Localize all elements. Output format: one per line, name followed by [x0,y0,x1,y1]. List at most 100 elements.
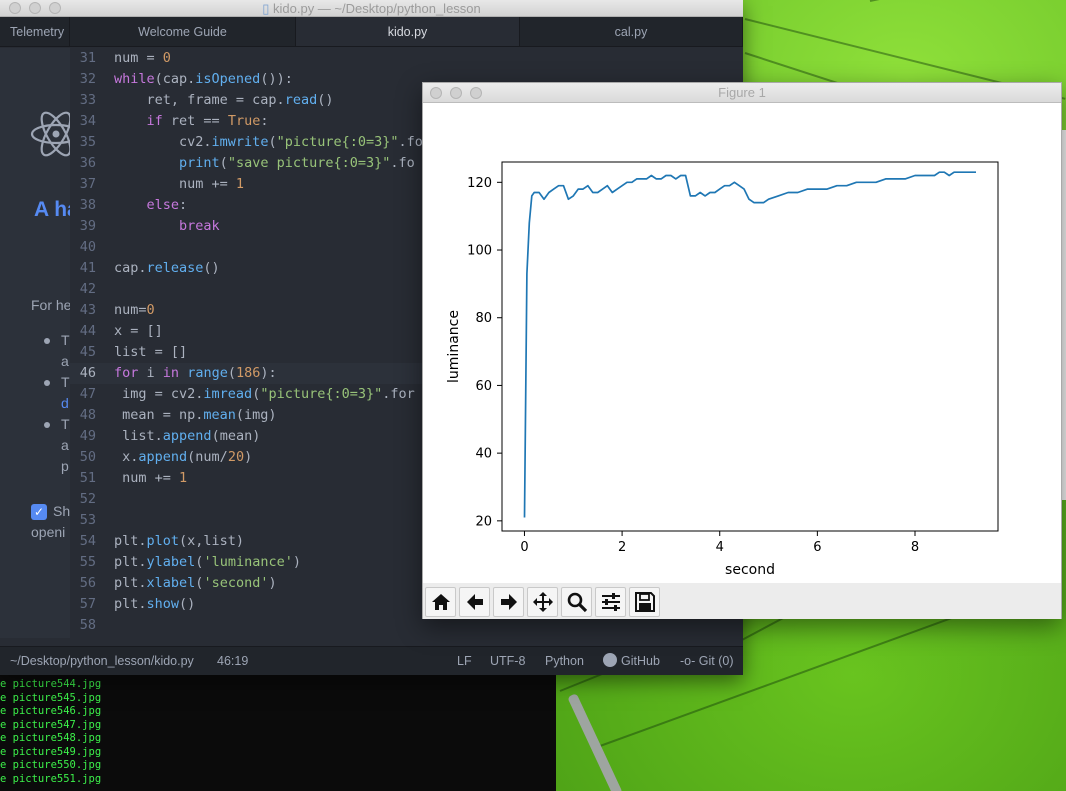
line-number[interactable]: 42 [79,281,96,297]
line-number[interactable]: 58 [79,617,96,633]
figure-close-button[interactable] [430,87,442,99]
code-token: : [260,113,269,129]
code-token: mean [203,407,236,423]
tab-telemetry[interactable]: Telemetry [0,17,70,46]
code-token: 1 [235,176,245,192]
code-line[interactable]: 36 print("save picture{:0=3}".fo [70,153,743,174]
show-on-start-checkbox[interactable]: ✓ [31,504,47,520]
pan-button[interactable] [527,587,558,617]
code-line[interactable]: 45 list = [] [70,342,743,363]
status-encoding[interactable]: UTF-8 [490,654,526,668]
line-number[interactable]: 40 [79,239,96,255]
terminal-window[interactable]: e picture544.jpg e picture545.jpg e pictur… [0,672,556,791]
line-number[interactable]: 47 [79,386,96,402]
line-number[interactable]: 35 [79,134,96,150]
terminal-line: e picture545.jpg [0,691,102,704]
code-line[interactable]: 56 plt.xlabel('second') [70,573,743,594]
zoom-button[interactable] [561,587,592,617]
line-number[interactable]: 33 [79,92,96,108]
line-number[interactable]: 41 [79,260,96,276]
line-number[interactable]: 49 [79,428,96,444]
line-number[interactable]: 38 [79,197,96,213]
code-line[interactable]: 49 list.append(mean) [70,426,743,447]
line-number[interactable]: 39 [79,218,96,234]
figure-title: Figure 1 [718,85,766,100]
code-line[interactable]: 37 num += 1 [70,174,743,195]
line-number[interactable]: 44 [79,323,96,339]
line-number[interactable]: 48 [79,407,96,423]
line-number[interactable]: 37 [79,176,96,192]
code-token: num += [114,470,180,486]
line-number[interactable]: 43 [79,302,96,318]
line-number[interactable]: 56 [79,575,96,591]
line-number[interactable]: 57 [79,596,96,612]
code-line[interactable]: 34 if ret == True: [70,111,743,132]
code-line[interactable]: 51 num += 1 [70,468,743,489]
code-token: xlabel [146,575,196,591]
line-number[interactable]: 50 [79,449,96,465]
code-line[interactable]: 43 num=0 [70,300,743,321]
luminance-chart[interactable]: 0 2 4 6 8 20 40 60 80 100 120 second luminance [423,103,1061,583]
line-number[interactable]: 52 [79,491,96,507]
code-line[interactable]: 42 [70,279,743,300]
line-number[interactable]: 34 [79,113,96,129]
status-git[interactable]: -o- Git (0) [680,654,734,668]
code-line[interactable]: 41 cap.release() [70,258,743,279]
code-line[interactable]: 52 [70,489,743,510]
code-token: ret == [162,113,228,129]
code-line[interactable]: 38 else: [70,195,743,216]
status-file-path[interactable]: ~/Desktop/python_lesson/kido.py [10,654,194,668]
forward-button[interactable] [493,587,524,617]
line-number[interactable]: 54 [79,533,96,549]
close-window-button[interactable] [9,2,21,14]
back-button[interactable] [459,587,490,617]
status-line-ending[interactable]: LF [457,654,472,668]
code-line[interactable]: 58 [70,615,743,636]
file-icon: ▯ [262,1,270,16]
x-tick-label: 4 [716,540,724,555]
code-line[interactable]: 55 plt.ylabel('luminance') [70,552,743,573]
line-number[interactable]: 55 [79,554,96,570]
line-number[interactable]: 31 [79,50,96,66]
code-line[interactable]: 57 plt.show() [70,594,743,615]
code-token: else [114,197,180,213]
code-line[interactable]: 39 break [70,216,743,237]
line-number[interactable]: 46 [79,365,96,381]
code-token: (mean) [211,428,261,444]
code-line[interactable]: 53 [70,510,743,531]
code-line[interactable]: 31 num = 0 [70,48,743,69]
figure-minimize-button[interactable] [450,87,462,99]
code-line[interactable]: 40 [70,237,743,258]
code-token: range [187,365,228,381]
atom-logo-icon [30,111,70,157]
zoom-window-button[interactable] [49,2,61,14]
tab-cal-py[interactable]: cal.py [520,17,743,46]
minimize-window-button[interactable] [29,2,41,14]
line-number[interactable]: 51 [79,470,96,486]
tab-kido-py[interactable]: kido.py [296,17,520,46]
code-line[interactable]: 47 img = cv2.imread("picture{:0=3}".for [70,384,743,405]
code-line[interactable]: 48 mean = np.mean(img) [70,405,743,426]
bullet-link[interactable]: d [61,395,69,411]
status-github[interactable]: GitHub [603,647,660,675]
line-number[interactable]: 45 [79,344,96,360]
line-number[interactable]: 36 [79,155,96,171]
code-token: (num/ [187,449,228,465]
code-line[interactable]: 50 x.append(num/20) [70,447,743,468]
code-line[interactable]: 44 x = [] [70,321,743,342]
subplots-button[interactable] [595,587,626,617]
code-token: list. [114,428,163,444]
code-token: list = [] [114,344,188,360]
code-line[interactable]: 33 ret, frame = cap.read() [70,90,743,111]
line-number[interactable]: 32 [79,71,96,87]
code-line[interactable]: 32 while(cap.isOpened()): [70,69,743,90]
status-grammar[interactable]: Python [545,654,584,668]
tab-welcome-guide[interactable]: Welcome Guide [70,17,296,46]
code-line[interactable]: 54 plt.plot(x,list) [70,531,743,552]
save-button[interactable] [629,587,660,617]
home-button[interactable] [425,587,456,617]
figure-zoom-button[interactable] [470,87,482,99]
code-line[interactable]: 35 cv2.imwrite("picture{:0=3}".fo [70,132,743,153]
status-cursor-position[interactable]: 46:19 [217,654,249,668]
line-number[interactable]: 53 [79,512,96,528]
